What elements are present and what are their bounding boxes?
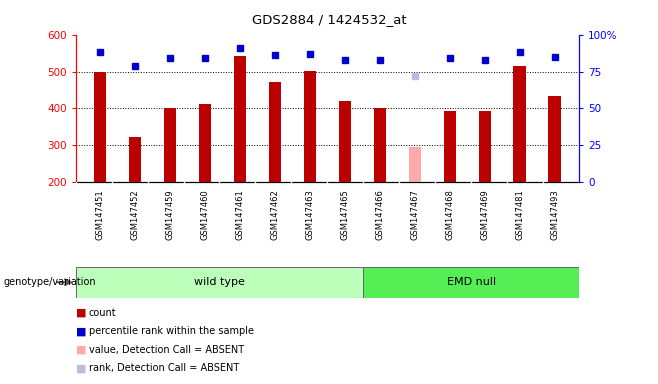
Text: GSM147463: GSM147463 [305, 189, 315, 240]
Text: ■: ■ [76, 326, 86, 336]
Text: ■: ■ [76, 308, 86, 318]
Bar [339, 101, 351, 182]
Text: GSM147468: GSM147468 [445, 189, 454, 240]
Text: GSM147466: GSM147466 [375, 189, 384, 240]
Text: GSM147469: GSM147469 [480, 189, 489, 240]
Text: GSM147462: GSM147462 [270, 189, 280, 240]
Text: GSM147451: GSM147451 [95, 189, 105, 240]
Text: GSM147461: GSM147461 [236, 189, 245, 240]
Bar [478, 111, 491, 182]
Bar [129, 137, 141, 182]
Bar [443, 111, 456, 182]
Text: GSM147460: GSM147460 [201, 189, 209, 240]
Bar [199, 104, 211, 182]
Text: ■: ■ [76, 363, 86, 373]
Text: value, Detection Call = ABSENT: value, Detection Call = ABSENT [89, 345, 244, 355]
Bar [94, 71, 106, 182]
Text: GDS2884 / 1424532_at: GDS2884 / 1424532_at [252, 13, 406, 26]
Bar [374, 108, 386, 182]
Bar [549, 96, 561, 182]
Bar [409, 147, 421, 182]
Text: count: count [89, 308, 116, 318]
Bar [363, 267, 579, 298]
Text: rank, Detection Call = ABSENT: rank, Detection Call = ABSENT [89, 363, 239, 373]
Text: genotype/variation: genotype/variation [3, 277, 96, 287]
Text: GSM147465: GSM147465 [340, 189, 349, 240]
Text: EMD null: EMD null [447, 277, 495, 287]
Text: GSM147467: GSM147467 [410, 189, 419, 240]
Text: GSM147493: GSM147493 [550, 189, 559, 240]
Bar [76, 267, 363, 298]
Bar [234, 56, 246, 182]
Text: GSM147452: GSM147452 [130, 189, 139, 240]
Text: ■: ■ [76, 345, 86, 355]
Text: wild type: wild type [194, 277, 245, 287]
Bar [164, 109, 176, 182]
Bar [513, 66, 526, 182]
Text: GSM147481: GSM147481 [515, 189, 524, 240]
Text: GSM147459: GSM147459 [166, 189, 174, 240]
Bar [269, 82, 281, 182]
Bar [304, 71, 316, 182]
Text: percentile rank within the sample: percentile rank within the sample [89, 326, 254, 336]
